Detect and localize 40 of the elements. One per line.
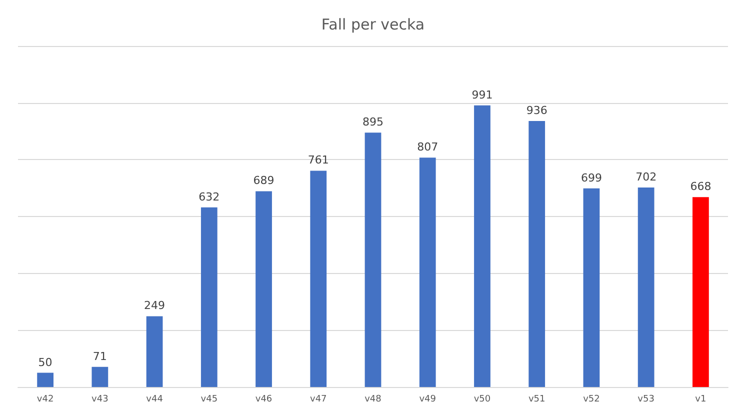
data-label: 936 [526, 104, 548, 118]
bar [419, 158, 436, 387]
data-label: 689 [253, 174, 274, 188]
x-tick-label: v48 [364, 394, 382, 404]
x-tick-label: v51 [528, 394, 546, 404]
x-tick-label: v49 [419, 394, 436, 404]
x-tick-label: v53 [638, 394, 654, 404]
data-label: 699 [580, 171, 602, 184]
x-tick-label: v1 [695, 394, 706, 404]
bar [364, 132, 382, 387]
data-label: 761 [308, 154, 329, 167]
data-label: 702 [636, 170, 657, 184]
data-label: 991 [472, 88, 493, 102]
bar [528, 121, 546, 387]
data-label: 668 [690, 180, 712, 194]
x-tick-label: v42 [36, 394, 54, 404]
bar [638, 188, 654, 387]
x-tick-label: v44 [146, 394, 164, 404]
chart-title: Fall per vecka [321, 16, 425, 34]
x-tick-label: v46 [255, 394, 272, 404]
data-label: 895 [362, 116, 384, 129]
x-tick-label: v45 [200, 394, 218, 404]
data-label: 632 [198, 190, 220, 204]
bar [256, 191, 272, 387]
x-tick-label: v50 [474, 394, 491, 404]
bar [310, 170, 327, 387]
data-label: 249 [144, 299, 166, 312]
bar [146, 316, 163, 387]
x-tick-label: v52 [583, 394, 600, 404]
bar [583, 188, 600, 387]
bar [474, 105, 490, 387]
data-label: 807 [417, 140, 438, 154]
data-label: 71 [92, 350, 107, 363]
bar [200, 207, 218, 387]
bar [692, 197, 709, 387]
x-tick-label: v47 [310, 394, 327, 404]
bar [37, 372, 54, 387]
bar [92, 366, 108, 387]
x-tick-label: v43 [92, 394, 108, 404]
data-label: 50 [38, 356, 52, 369]
